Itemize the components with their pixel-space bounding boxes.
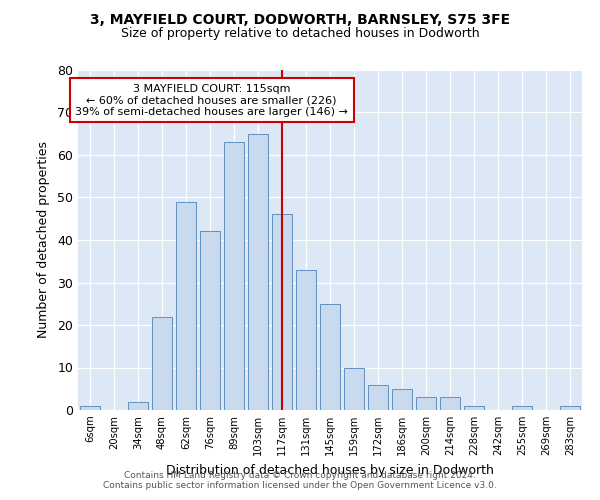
Bar (224, 142, 244, 410)
X-axis label: Distribution of detached houses by size in Dodworth: Distribution of detached houses by size … (166, 464, 494, 476)
Bar (176, 202, 196, 410)
Bar (296, 270, 316, 410)
Bar (416, 397, 436, 410)
Bar (128, 402, 148, 410)
Bar (560, 406, 580, 410)
Y-axis label: Number of detached properties: Number of detached properties (37, 142, 50, 338)
Bar (440, 397, 460, 410)
Bar (464, 406, 484, 410)
Bar (272, 214, 292, 410)
Text: Contains HM Land Registry data © Crown copyright and database right 2024.
Contai: Contains HM Land Registry data © Crown c… (103, 470, 497, 490)
Bar (200, 232, 220, 410)
Bar (248, 134, 268, 410)
Bar (152, 316, 172, 410)
Bar (80, 406, 100, 410)
Bar (368, 384, 388, 410)
Text: 3 MAYFIELD COURT: 115sqm
← 60% of detached houses are smaller (226)
39% of semi-: 3 MAYFIELD COURT: 115sqm ← 60% of detach… (75, 84, 348, 117)
Bar (344, 368, 364, 410)
Bar (512, 406, 532, 410)
Text: 3, MAYFIELD COURT, DODWORTH, BARNSLEY, S75 3FE: 3, MAYFIELD COURT, DODWORTH, BARNSLEY, S… (90, 12, 510, 26)
Text: Size of property relative to detached houses in Dodworth: Size of property relative to detached ho… (121, 28, 479, 40)
Bar (392, 389, 412, 410)
Bar (320, 304, 340, 410)
